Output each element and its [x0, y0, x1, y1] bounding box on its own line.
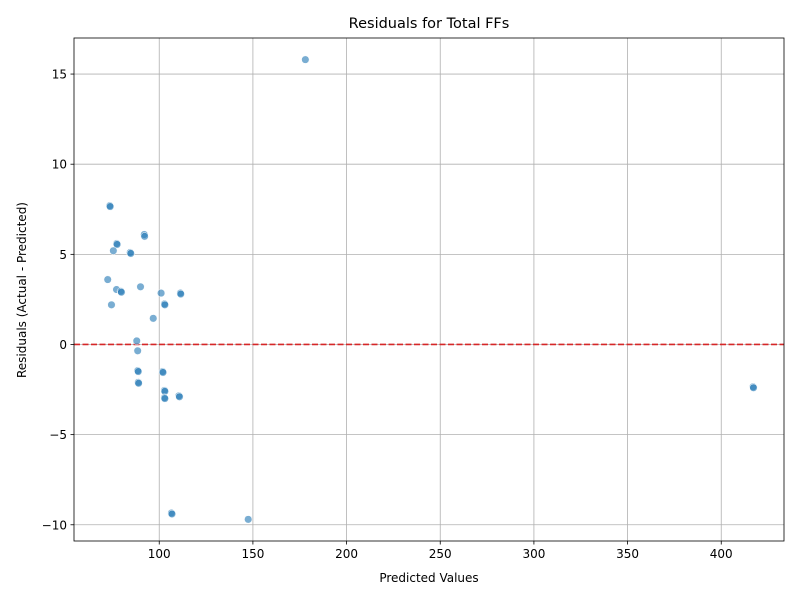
- data-point: [134, 379, 143, 388]
- y-tick-label: 5: [59, 248, 67, 262]
- y-axis-title: Residuals (Actual - Predicted): [15, 202, 29, 378]
- y-axis-ticks: −10 −5 0 5 10 15: [42, 68, 74, 532]
- data-point: [167, 509, 177, 519]
- x-tick-label: 350: [616, 547, 639, 561]
- x-axis-title: Predicted Values: [379, 571, 478, 585]
- data-point: [117, 288, 126, 297]
- data-point: [244, 515, 253, 524]
- y-tick-label: 10: [52, 158, 67, 172]
- data-point: [158, 368, 168, 377]
- data-point: [160, 394, 169, 403]
- chart-title: Residuals for Total FFs: [349, 16, 510, 32]
- x-tick-label: 200: [335, 547, 358, 561]
- y-tick-label: 0: [59, 338, 67, 352]
- data-point: [133, 346, 142, 355]
- data-point: [301, 55, 310, 64]
- x-tick-label: 400: [710, 547, 733, 561]
- data-point: [160, 300, 169, 309]
- data-point: [749, 383, 758, 392]
- x-axis-ticks: 100 150 200 250 300 350 400: [148, 541, 733, 561]
- data-point: [149, 314, 158, 323]
- x-tick-label: 150: [241, 547, 264, 561]
- data-point: [157, 289, 166, 298]
- data-point: [175, 392, 184, 401]
- data-point: [106, 202, 115, 211]
- data-point: [113, 240, 122, 249]
- y-tick-label: −10: [42, 518, 67, 532]
- x-tick-label: 100: [148, 547, 171, 561]
- x-tick-label: 250: [429, 547, 452, 561]
- data-point: [140, 232, 149, 241]
- data-point: [109, 246, 118, 255]
- data-point: [136, 282, 145, 291]
- data-point: [134, 367, 143, 376]
- data-point: [132, 336, 141, 345]
- data-points: [103, 55, 758, 524]
- plot-area-frame: [73, 37, 785, 542]
- x-tick-label: 300: [522, 547, 545, 561]
- y-tick-label: 15: [52, 68, 67, 82]
- data-point: [126, 249, 135, 258]
- data-point: [107, 300, 116, 309]
- data-point: [176, 289, 185, 299]
- data-point: [103, 275, 112, 284]
- y-tick-label: −5: [49, 428, 67, 442]
